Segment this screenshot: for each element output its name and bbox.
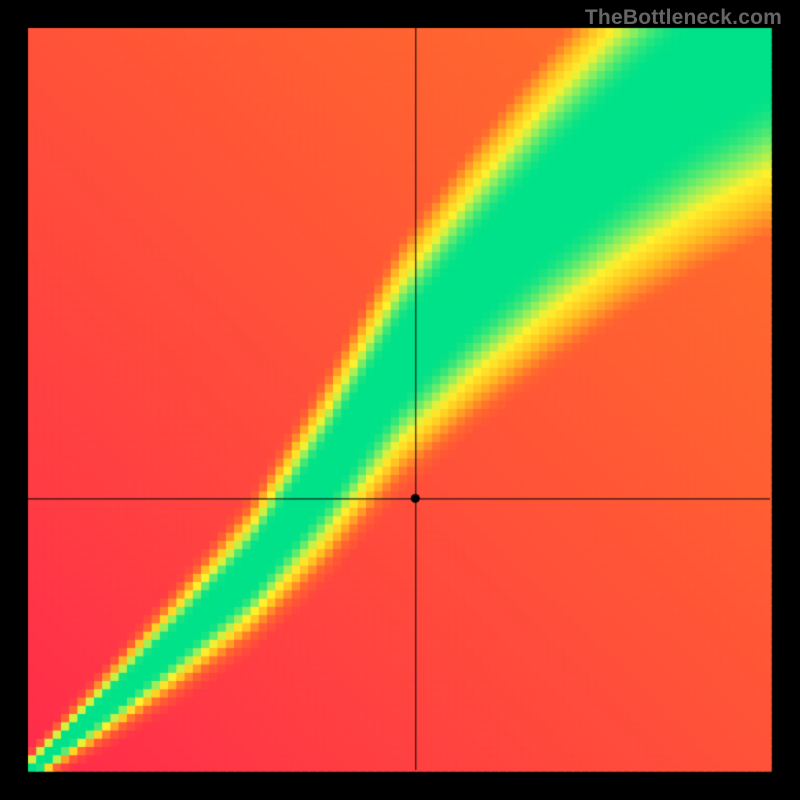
figure-container: TheBottleneck.com <box>0 0 800 800</box>
bottleneck-heatmap-canvas <box>0 0 800 800</box>
watermark-label: TheBottleneck.com <box>585 6 782 30</box>
